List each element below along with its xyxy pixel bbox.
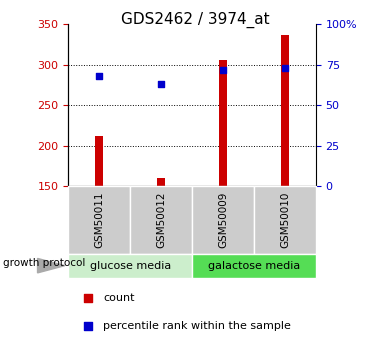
Point — [220, 67, 226, 72]
Polygon shape — [37, 258, 65, 273]
Text: growth protocol: growth protocol — [4, 258, 86, 268]
Point — [85, 296, 91, 301]
Text: GSM50012: GSM50012 — [156, 192, 166, 248]
Text: percentile rank within the sample: percentile rank within the sample — [103, 321, 291, 331]
Text: GSM50010: GSM50010 — [280, 192, 290, 248]
Point — [282, 65, 288, 71]
Bar — [254, 186, 316, 254]
Text: GSM50009: GSM50009 — [218, 192, 228, 248]
Text: GSM50011: GSM50011 — [94, 192, 104, 248]
Point — [96, 73, 102, 79]
Bar — [158, 178, 165, 186]
Bar — [219, 60, 227, 186]
Bar — [96, 136, 103, 186]
Text: glucose media: glucose media — [90, 261, 171, 270]
Bar — [130, 186, 192, 254]
Text: galactose media: galactose media — [208, 261, 300, 270]
Text: GDS2462 / 3974_at: GDS2462 / 3974_at — [121, 12, 269, 28]
Text: count: count — [103, 293, 135, 303]
Bar — [192, 254, 316, 278]
Point — [158, 81, 164, 87]
Bar — [281, 35, 289, 186]
Bar — [68, 254, 192, 278]
Point — [85, 323, 91, 329]
Bar — [68, 186, 130, 254]
Bar — [192, 186, 254, 254]
